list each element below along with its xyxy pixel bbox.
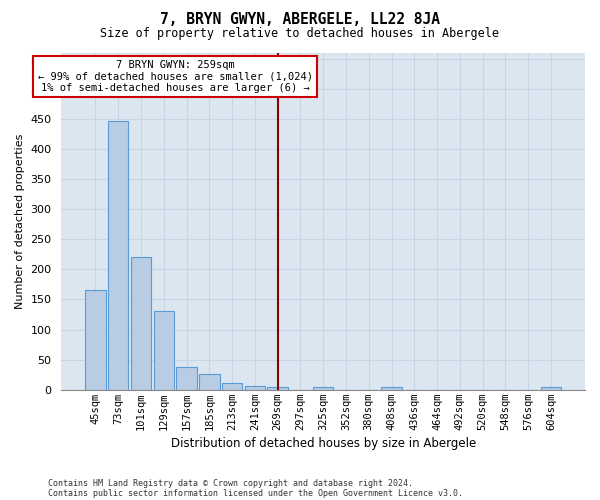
Text: 7 BRYN GWYN: 259sqm
← 99% of detached houses are smaller (1,024)
1% of semi-deta: 7 BRYN GWYN: 259sqm ← 99% of detached ho… xyxy=(38,60,313,93)
Bar xyxy=(222,383,242,390)
Bar xyxy=(541,388,561,390)
Text: Contains public sector information licensed under the Open Government Licence v3: Contains public sector information licen… xyxy=(48,488,463,498)
Bar xyxy=(245,386,265,390)
Bar xyxy=(176,368,197,390)
Bar xyxy=(268,388,288,390)
Bar xyxy=(131,256,151,390)
Bar xyxy=(199,374,220,390)
Text: Size of property relative to detached houses in Abergele: Size of property relative to detached ho… xyxy=(101,28,499,40)
Bar xyxy=(85,290,106,390)
Bar xyxy=(313,387,334,390)
Bar xyxy=(108,120,128,390)
X-axis label: Distribution of detached houses by size in Abergele: Distribution of detached houses by size … xyxy=(170,437,476,450)
Y-axis label: Number of detached properties: Number of detached properties xyxy=(15,134,25,309)
Text: 7, BRYN GWYN, ABERGELE, LL22 8JA: 7, BRYN GWYN, ABERGELE, LL22 8JA xyxy=(160,12,440,28)
Bar xyxy=(381,388,402,390)
Text: Contains HM Land Registry data © Crown copyright and database right 2024.: Contains HM Land Registry data © Crown c… xyxy=(48,478,413,488)
Bar xyxy=(154,311,174,390)
